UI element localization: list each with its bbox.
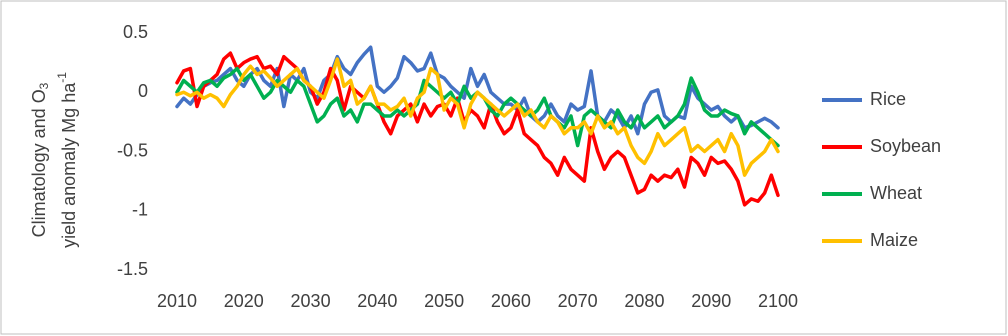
legend-label: Wheat xyxy=(870,183,922,203)
y-tick-label: 0 xyxy=(138,81,148,101)
x-tick-label: 2070 xyxy=(558,291,598,311)
y-label-text: yield anomaly Mg ha xyxy=(59,82,79,248)
y-tick-label: -1 xyxy=(132,200,148,220)
y-tick-label: -0.5 xyxy=(117,140,148,160)
x-tick-label: 2100 xyxy=(758,291,798,311)
series-line xyxy=(175,57,780,177)
legend-label: Rice xyxy=(870,89,906,109)
x-tick-label: 2040 xyxy=(357,291,397,311)
y-label-text: Climatology and O xyxy=(29,89,49,237)
y-axis-label: yield anomaly Mg ha-1 xyxy=(55,72,79,248)
y-label-sub: 3 xyxy=(37,82,51,89)
series-line xyxy=(175,51,780,207)
legend-label: Maize xyxy=(870,230,918,250)
y-tick-label: -1.5 xyxy=(117,259,148,279)
y-axis-label: Climatology and O3 xyxy=(29,82,51,237)
legend-label: Soybean xyxy=(870,136,941,156)
y-tick-label: 0.5 xyxy=(123,22,148,42)
x-tick-label: 2010 xyxy=(157,291,197,311)
x-tick-label: 2060 xyxy=(491,291,531,311)
x-tick-label: 2050 xyxy=(424,291,464,311)
x-tick-label: 2090 xyxy=(691,291,731,311)
x-tick-label: 2020 xyxy=(224,291,264,311)
y-label-sup: -1 xyxy=(55,72,69,83)
x-tick-label: 2030 xyxy=(291,291,331,311)
x-tick-label: 2080 xyxy=(624,291,664,311)
